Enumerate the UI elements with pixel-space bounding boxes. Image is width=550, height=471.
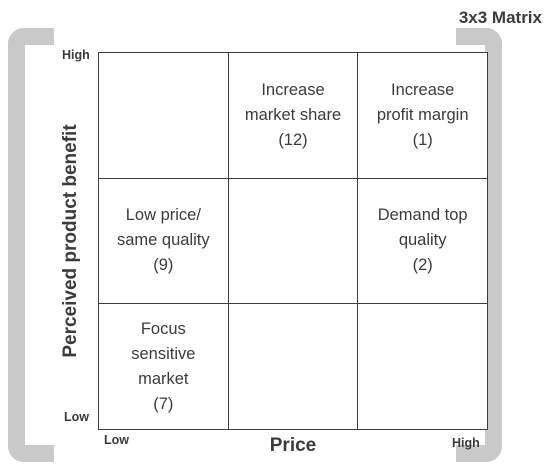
cell-low-benefit-low-price: Focus sensitive market (7) — [99, 304, 229, 430]
y-axis-high-label: High — [62, 48, 90, 62]
cell-high-benefit-high-price: Increase profit margin (1) — [358, 53, 488, 179]
cell-low-benefit-mid-price — [228, 304, 359, 430]
cell-mid-benefit-high-price: Demand top quality (2) — [358, 178, 488, 305]
x-axis-label: Price — [269, 435, 317, 456]
right-bracket-decoration — [456, 28, 502, 462]
matrix-grid: Increase market share (12) Increase prof… — [98, 52, 488, 430]
y-axis-label: Perceived product benefit — [60, 124, 81, 358]
diagram-title: 3x3 Matrix — [458, 8, 542, 27]
cell-high-benefit-low-price — [99, 53, 229, 179]
x-axis-low-label: Low — [104, 433, 129, 447]
x-axis-high-label: High — [452, 436, 480, 450]
cell-mid-benefit-mid-price — [228, 178, 359, 305]
cell-low-benefit-high-price — [358, 304, 488, 430]
cell-high-benefit-mid-price: Increase market share (12) — [228, 53, 359, 179]
left-bracket-decoration — [8, 28, 54, 462]
cell-mid-benefit-low-price: Low price/ same quality (9) — [99, 178, 229, 305]
y-axis-low-label: Low — [64, 410, 89, 424]
y-axis-label-area: Perceived product benefit — [0, 52, 98, 430]
